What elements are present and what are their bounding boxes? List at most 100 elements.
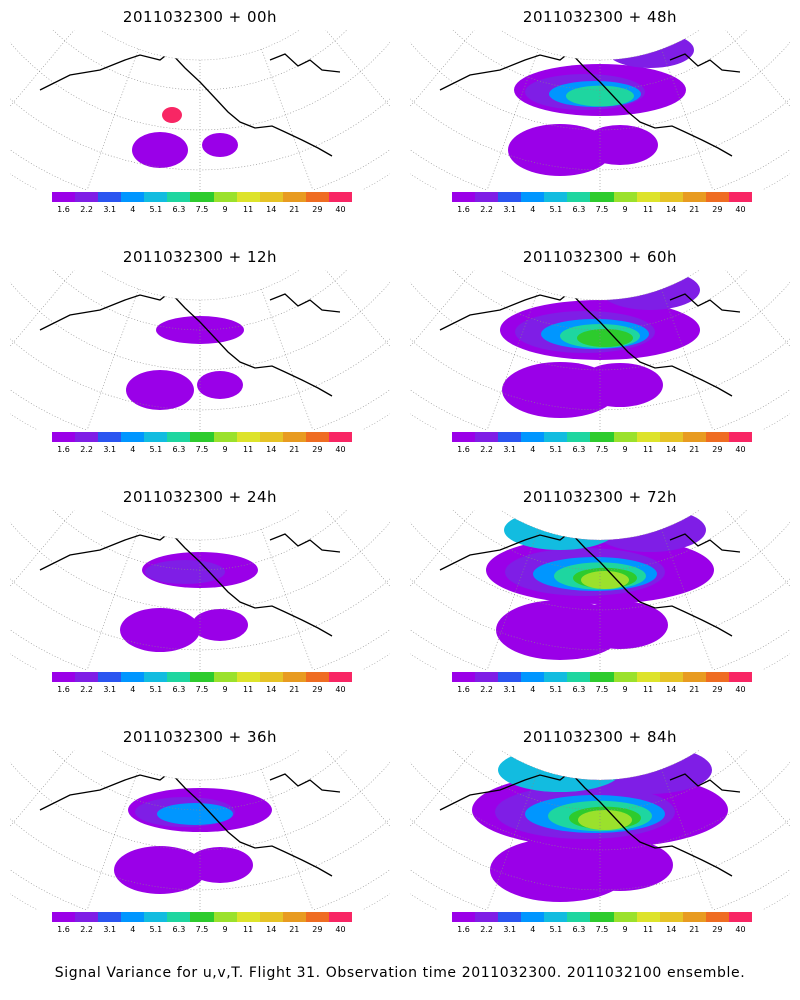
- variance-map: [410, 30, 790, 190]
- colorbar-swatch: [213, 672, 237, 682]
- variance-contour: [581, 571, 629, 589]
- colorbar-swatch: [259, 192, 283, 202]
- colorbar-tick-label: 5.1: [549, 925, 563, 934]
- colorbar-tick-label: 11: [643, 925, 654, 934]
- colorbar-tick-label: 29: [312, 205, 323, 214]
- variance-contour: [577, 363, 663, 407]
- colorbar-tick-label: 14: [266, 685, 277, 694]
- colorbar-tick-label: 3.1: [503, 685, 517, 694]
- colorbar-swatch: [475, 192, 499, 202]
- colorbar-ticks: 1.6 2.2 3.1 4 5.1 6.3 7.5 9 11 14 21 29 40: [452, 445, 752, 457]
- colorbar-ticks: 1.6 2.2 3.1 4 5.1 6.3 7.5 9 11 14 21 29 40: [452, 685, 752, 697]
- variance-contour: [606, 32, 694, 68]
- colorbar-swatch: [213, 912, 237, 922]
- colorbar-tick-label: 40: [735, 685, 746, 694]
- colorbar-swatch: [259, 912, 283, 922]
- panel-title: 2011032300 + 60h: [522, 248, 678, 266]
- colorbar-tick-label: 21: [289, 925, 300, 934]
- panel-title: 2011032300 + 72h: [522, 488, 678, 506]
- colorbar-tick-label: 5.1: [549, 205, 563, 214]
- colorbar-swatch: [590, 432, 614, 442]
- colorbar-swatch: [121, 912, 145, 922]
- colorbar-swatch: [728, 432, 753, 442]
- colorbar-swatch: [521, 912, 545, 922]
- colorbar-swatch: [236, 192, 260, 202]
- colorbar-tick-label: 1.6: [457, 445, 470, 454]
- variance-contour: [192, 609, 248, 641]
- colorbar-ticks: 1.6 2.2 3.1 4 5.1 6.3 7.5 9 11 14 21 29 40: [52, 205, 352, 217]
- variance-contour: [567, 839, 673, 891]
- colorbar-swatch: [544, 912, 568, 922]
- colorbar-swatch: [682, 672, 706, 682]
- colorbar-tick-label: 11: [643, 205, 654, 214]
- colorbar-tick-label: 9: [622, 925, 628, 934]
- colorbar-swatch: [259, 672, 283, 682]
- colorbar-tick-label: 9: [222, 685, 228, 694]
- colorbar-swatch: [636, 192, 660, 202]
- variance-map: [410, 270, 790, 430]
- colorbar-tick-label: 4: [530, 925, 536, 934]
- colorbar-tick-label: 7.5: [195, 685, 209, 694]
- colorbar-tick-label: 7.5: [195, 445, 209, 454]
- variance-contour: [187, 847, 253, 883]
- panel-title: 2011032300 + 36h: [122, 728, 278, 746]
- variance-map: [10, 270, 390, 430]
- colorbar-tick-label: 7.5: [595, 445, 609, 454]
- colorbar-tick-label: 9: [222, 445, 228, 454]
- forecast-panel: 2011032300 + 84h 1.6 2.2 3.1 4 5.1 6.3 7.5 9 11 14…: [410, 720, 790, 965]
- colorbar-swatch: [590, 672, 614, 682]
- colorbar-swatch: [659, 192, 683, 202]
- colorbar-tick-label: 3.1: [503, 205, 517, 214]
- colorbar-tick-label: 1.6: [57, 445, 70, 454]
- variance-map: [10, 750, 390, 910]
- colorbar-tick-label: 21: [689, 685, 700, 694]
- colorbar-swatch: [498, 432, 522, 442]
- colorbar-swatch: [613, 192, 637, 202]
- colorbar-tick-label: 2.2: [480, 205, 493, 214]
- colorbar: [452, 192, 753, 204]
- colorbar-swatch: [682, 912, 706, 922]
- colorbar-swatch: [282, 192, 306, 202]
- colorbar-swatch: [659, 672, 683, 682]
- colorbar-tick-label: 11: [243, 445, 254, 454]
- colorbar-swatch: [98, 912, 122, 922]
- colorbar-swatch: [121, 192, 145, 202]
- colorbar-swatch: [75, 432, 99, 442]
- variance-contour: [572, 601, 668, 649]
- colorbar-swatch: [52, 192, 76, 202]
- colorbar-swatch: [75, 912, 99, 922]
- colorbar-swatch: [305, 672, 329, 682]
- colorbar: [52, 192, 353, 204]
- colorbar-tick-label: 9: [622, 205, 628, 214]
- colorbar-tick-label: 9: [222, 205, 228, 214]
- colorbar-swatch: [567, 912, 591, 922]
- panel-title: 2011032300 + 00h: [122, 8, 278, 26]
- colorbar-tick-label: 5.1: [149, 445, 163, 454]
- colorbar-swatch: [613, 432, 637, 442]
- variance-map: [410, 750, 790, 910]
- colorbar-tick-label: 21: [289, 445, 300, 454]
- colorbar-swatch: [636, 672, 660, 682]
- colorbar-swatch: [521, 192, 545, 202]
- colorbar-tick-label: 7.5: [595, 925, 609, 934]
- variance-contour: [578, 810, 632, 830]
- colorbar-ticks: 1.6 2.2 3.1 4 5.1 6.3 7.5 9 11 14 21 29 40: [452, 925, 752, 937]
- colorbar: [452, 912, 753, 924]
- variance-contour: [120, 608, 200, 652]
- colorbar-tick-label: 29: [312, 925, 323, 934]
- colorbar-swatch: [121, 672, 145, 682]
- colorbar-swatch: [282, 912, 306, 922]
- colorbar-tick-label: 6.3: [172, 925, 186, 934]
- panel-title: 2011032300 + 24h: [122, 488, 278, 506]
- colorbar-tick-label: 14: [666, 685, 677, 694]
- colorbar: [52, 672, 353, 684]
- colorbar-tick-label: 3.1: [103, 205, 117, 214]
- colorbar-swatch: [567, 192, 591, 202]
- colorbar-tick-label: 5.1: [549, 685, 563, 694]
- colorbar-tick-label: 40: [735, 205, 746, 214]
- colorbar-swatch: [167, 912, 191, 922]
- colorbar-swatch: [613, 672, 637, 682]
- colorbar-swatch: [236, 672, 260, 682]
- colorbar-tick-label: 11: [243, 685, 254, 694]
- variance-contour: [577, 329, 633, 347]
